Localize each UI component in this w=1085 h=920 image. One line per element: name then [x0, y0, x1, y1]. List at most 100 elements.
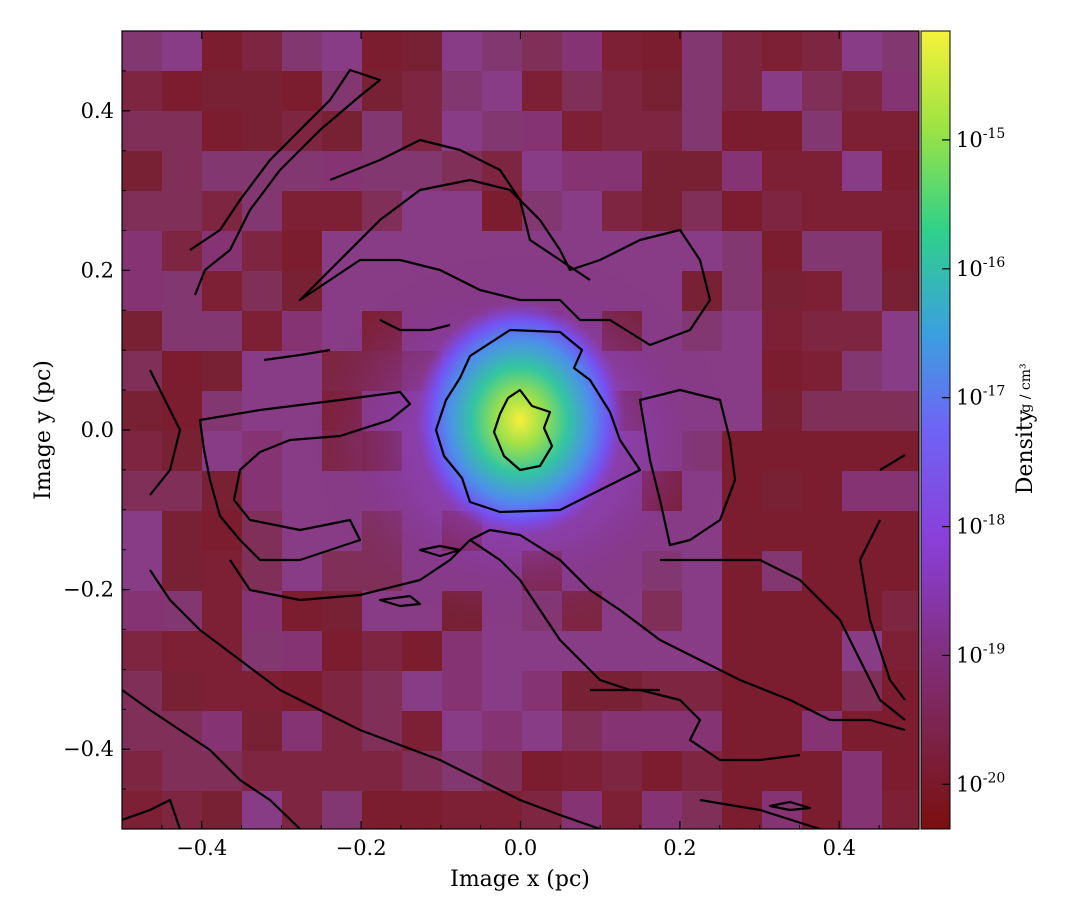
density-cell — [282, 111, 322, 151]
density-cell — [802, 231, 842, 271]
contour-line — [379, 319, 451, 332]
y-tick-label: −0.2 — [63, 578, 114, 602]
density-cell — [202, 431, 242, 471]
density-cell — [682, 671, 722, 711]
density-cell — [242, 591, 282, 631]
x-tick-label: −0.4 — [176, 836, 227, 860]
density-cell — [802, 671, 842, 711]
density-cell — [842, 391, 882, 431]
density-cell — [242, 271, 282, 311]
density-cell — [122, 631, 162, 671]
y-tick-label: 0.4 — [81, 99, 114, 123]
density-cell — [842, 751, 882, 791]
density-cell — [202, 791, 242, 829]
density-cell — [562, 71, 602, 111]
density-cell — [202, 751, 242, 791]
density-cell — [842, 471, 882, 511]
density-cell — [362, 751, 402, 791]
density-cell — [242, 71, 282, 111]
density-cell — [802, 111, 842, 151]
density-cell — [602, 71, 642, 111]
density-cell — [242, 551, 282, 591]
density-cell — [682, 191, 722, 231]
density-cell — [802, 551, 842, 591]
density-cell — [762, 591, 802, 631]
density-cell — [322, 231, 362, 271]
density-cell — [402, 71, 442, 111]
density-cell — [482, 631, 522, 671]
density-cell — [562, 631, 602, 671]
density-cell — [602, 631, 642, 671]
density-cell — [162, 271, 202, 311]
density-cell — [282, 311, 322, 351]
density-cell — [162, 551, 202, 591]
density-cell — [842, 791, 882, 829]
density-cell — [802, 751, 842, 791]
density-cell — [602, 231, 642, 271]
density-cell — [162, 631, 202, 671]
density-cell — [162, 151, 202, 191]
density-cell — [122, 71, 162, 111]
density-cell — [802, 791, 842, 829]
x-axis-label: Image x (pc) — [450, 867, 590, 892]
contour-line — [590, 688, 801, 762]
density-cell — [522, 791, 562, 829]
y-tick-label: 0.0 — [81, 418, 114, 442]
density-cell — [322, 631, 362, 671]
density-contours — [122, 68, 906, 829]
density-cell — [482, 711, 522, 751]
density-cell — [242, 711, 282, 751]
density-cell — [562, 31, 602, 71]
density-cell — [722, 71, 762, 111]
density-cell — [362, 791, 402, 829]
density-cell — [522, 671, 562, 711]
density-cell — [642, 751, 682, 791]
colorbar-ticks: 10-20 10-19 10-18 10-17 10-16 10-15 — [942, 126, 1005, 796]
density-cell — [722, 471, 762, 511]
density-cell — [202, 391, 242, 431]
density-cell — [282, 231, 322, 271]
density-cell — [882, 231, 919, 271]
density-cell — [882, 31, 919, 71]
density-cell — [522, 711, 562, 751]
density-cell — [802, 351, 842, 391]
contour-line — [858, 519, 906, 701]
density-cell — [442, 711, 482, 751]
density-cell — [242, 31, 282, 71]
density-cell — [882, 191, 919, 231]
contour-line — [660, 558, 906, 721]
density-cell — [802, 631, 842, 671]
density-cell — [402, 231, 442, 271]
density-cell — [802, 31, 842, 71]
density-cell — [362, 151, 402, 191]
density-cell — [202, 71, 242, 111]
density-cell — [642, 151, 682, 191]
density-cell — [722, 511, 762, 551]
density-cell — [122, 431, 162, 471]
density-cell — [402, 751, 442, 791]
density-cell — [282, 71, 322, 111]
density-cell — [122, 151, 162, 191]
density-cell — [522, 111, 562, 151]
density-cell — [842, 71, 882, 111]
density-cell — [122, 311, 162, 351]
density-cell — [202, 711, 242, 751]
colorbar-tick-label: 10-17 — [956, 384, 1005, 410]
density-cell — [602, 751, 642, 791]
density-cell — [162, 391, 202, 431]
density-cell — [802, 431, 842, 471]
density-cell — [842, 231, 882, 271]
x-tick-label: 0.0 — [504, 836, 537, 860]
density-cell — [322, 751, 362, 791]
density-cell — [882, 591, 919, 631]
density-cell — [682, 711, 722, 751]
density-cell — [682, 591, 722, 631]
density-cell — [162, 351, 202, 391]
contour-line — [122, 798, 182, 829]
density-cell — [402, 31, 442, 71]
density-cell — [762, 71, 802, 111]
density-cell — [322, 151, 362, 191]
density-cell — [282, 271, 322, 311]
density-cell — [562, 191, 602, 231]
